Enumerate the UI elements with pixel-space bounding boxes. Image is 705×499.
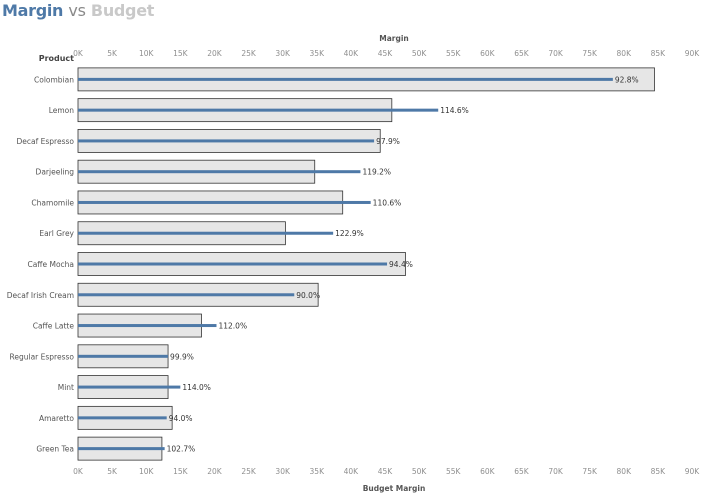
- category-label: Decaf Espresso: [17, 137, 75, 146]
- top-tick-label: 85K: [651, 49, 667, 58]
- title-vs: vs: [68, 1, 86, 20]
- top-tick-label: 50K: [412, 49, 428, 58]
- margin-bar: [78, 108, 439, 112]
- row-header: Product: [39, 54, 74, 63]
- margin-bar: [78, 416, 167, 420]
- bottom-tick-label: 10K: [139, 467, 155, 476]
- data-label: 94.4%: [389, 260, 413, 269]
- data-label: 94.0%: [169, 414, 193, 423]
- data-label: 119.2%: [362, 168, 391, 177]
- bottom-tick-label: 0K: [73, 467, 84, 476]
- bottom-tick-label: 15K: [173, 467, 189, 476]
- category-label: Green Tea: [36, 445, 74, 454]
- margin-bar: [78, 139, 375, 143]
- category-label: Amaretto: [39, 414, 74, 423]
- margin-bar: [78, 354, 169, 358]
- bottom-tick-label: 80K: [617, 467, 633, 476]
- bottom-tick-label: 60K: [480, 467, 496, 476]
- bottom-tick-label: 65K: [514, 467, 530, 476]
- category-label: Regular Espresso: [10, 352, 75, 361]
- data-label: 110.6%: [373, 198, 402, 207]
- category-label: Caffe Mocha: [27, 260, 74, 269]
- top-tick-label: 45K: [378, 49, 394, 58]
- bottom-tick-label: 40K: [344, 467, 360, 476]
- data-label: 97.9%: [376, 137, 400, 146]
- bottom-tick-label: 5K: [107, 467, 118, 476]
- data-label: 102.7%: [167, 445, 196, 454]
- top-tick-label: 25K: [241, 49, 257, 58]
- data-label: 92.8%: [615, 75, 639, 84]
- margin-bar: [78, 385, 181, 389]
- category-label: Earl Grey: [39, 229, 74, 238]
- top-tick-label: 65K: [514, 49, 530, 58]
- bottom-tick-label: 25K: [241, 467, 257, 476]
- top-tick-label: 20K: [207, 49, 223, 58]
- bottom-tick-label: 55K: [446, 467, 462, 476]
- category-label: Lemon: [49, 106, 75, 115]
- data-label: 112.0%: [218, 322, 247, 331]
- bottom-tick-label: 35K: [310, 467, 326, 476]
- category-label: Darjeeling: [36, 168, 75, 177]
- bottom-tick-label: 50K: [412, 467, 428, 476]
- margin-bar: [78, 293, 295, 297]
- margin-bar: [78, 447, 165, 451]
- margin-bar: [78, 77, 613, 81]
- category-label: Chamomile: [31, 198, 74, 207]
- data-label: 122.9%: [335, 229, 364, 238]
- category-label: Caffe Latte: [33, 322, 75, 331]
- top-axis-title: Margin: [379, 34, 409, 43]
- top-tick-label: 90K: [685, 49, 701, 58]
- margin-bar: [78, 200, 371, 204]
- bottom-tick-label: 45K: [378, 467, 394, 476]
- category-label: Colombian: [34, 75, 74, 84]
- margin-bar: [78, 262, 388, 266]
- top-tick-label: 55K: [446, 49, 462, 58]
- top-tick-label: 35K: [310, 49, 326, 58]
- top-tick-label: 75K: [582, 49, 598, 58]
- title-margin: Margin: [2, 1, 64, 20]
- top-tick-label: 70K: [548, 49, 564, 58]
- data-label: 114.6%: [440, 106, 469, 115]
- margin-bar: [78, 324, 217, 328]
- bottom-tick-label: 85K: [651, 467, 667, 476]
- data-label: 90.0%: [296, 291, 320, 300]
- bottom-tick-label: 30K: [275, 467, 291, 476]
- top-tick-label: 15K: [173, 49, 189, 58]
- data-label: 114.0%: [182, 383, 211, 392]
- bottom-tick-label: 70K: [548, 467, 564, 476]
- title-budget: Budget: [90, 1, 155, 20]
- chart-title: Margin vs Budget: [2, 1, 154, 20]
- category-label: Decaf Irish Cream: [7, 291, 74, 300]
- margin-bar: [78, 170, 361, 174]
- top-tick-label: 10K: [139, 49, 155, 58]
- category-label: Mint: [58, 383, 74, 392]
- bottom-axis-title: Budget Margin: [363, 484, 426, 493]
- top-tick-label: 30K: [275, 49, 291, 58]
- top-tick-label: 5K: [107, 49, 118, 58]
- top-tick-label: 60K: [480, 49, 496, 58]
- bottom-tick-label: 20K: [207, 467, 223, 476]
- bottom-tick-label: 75K: [582, 467, 598, 476]
- margin-bar: [78, 231, 334, 235]
- data-label: 99.9%: [170, 352, 194, 361]
- top-tick-label: 80K: [617, 49, 633, 58]
- top-tick-label: 40K: [344, 49, 360, 58]
- top-tick-label: 0K: [73, 49, 84, 58]
- bottom-tick-label: 90K: [685, 467, 701, 476]
